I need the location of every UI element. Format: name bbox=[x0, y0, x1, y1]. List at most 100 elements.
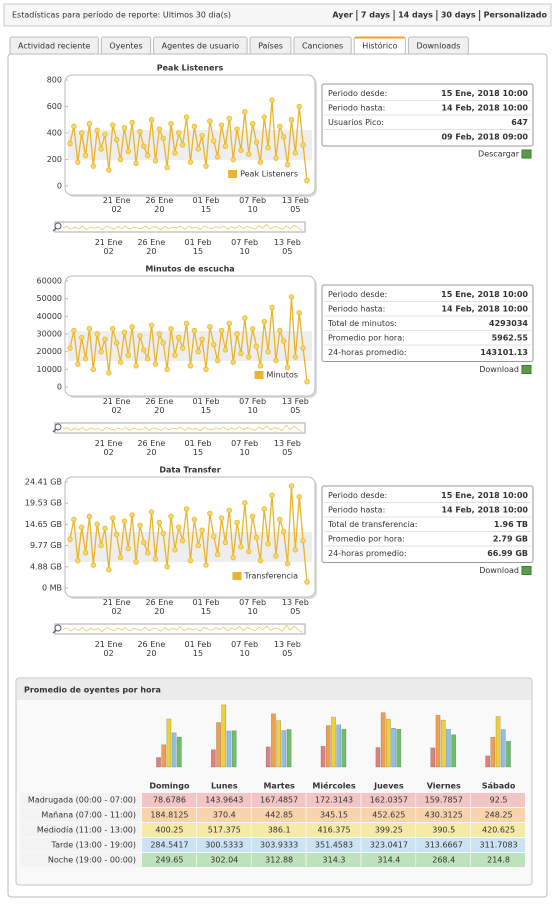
tab-label[interactable]: Países bbox=[258, 42, 283, 51]
data-point bbox=[284, 364, 291, 371]
bar bbox=[221, 704, 227, 768]
legend-label: Minutos bbox=[267, 371, 298, 380]
data-point bbox=[117, 554, 124, 561]
data-point bbox=[164, 366, 170, 373]
data-point bbox=[71, 123, 77, 130]
data-point bbox=[129, 119, 135, 126]
zoom-icon[interactable] bbox=[54, 423, 62, 431]
data-point bbox=[129, 324, 135, 330]
data-point bbox=[75, 159, 81, 165]
data-point bbox=[164, 164, 170, 171]
range-link[interactable]: Ayer bbox=[332, 11, 353, 20]
bar bbox=[375, 747, 381, 768]
info-label: Periodo hasta: bbox=[328, 505, 385, 514]
y-tick-label: 800 bbox=[47, 76, 62, 85]
data-point bbox=[292, 547, 299, 553]
nav-tick-label: 01 Feb 15 bbox=[185, 640, 212, 658]
data-point bbox=[191, 327, 198, 334]
data-point bbox=[71, 327, 77, 334]
data-point bbox=[226, 320, 232, 327]
data-point bbox=[86, 513, 93, 520]
zoom-icon[interactable] bbox=[54, 222, 62, 230]
info-label: 24-horas promedio: bbox=[328, 549, 407, 558]
data-point bbox=[113, 531, 120, 538]
bar bbox=[380, 712, 386, 768]
tab-label[interactable]: Downloads bbox=[416, 42, 460, 51]
data-point bbox=[90, 163, 97, 169]
bar bbox=[226, 730, 232, 768]
data-point bbox=[292, 150, 299, 156]
bar bbox=[446, 729, 451, 768]
zoom-icon-handle bbox=[52, 228, 57, 232]
download-icon[interactable] bbox=[521, 149, 532, 159]
data-point bbox=[304, 579, 310, 585]
data-point bbox=[110, 326, 116, 332]
tab[interactable] bbox=[407, 36, 469, 55]
nav-tick-label: 07 Feb 10 bbox=[231, 640, 258, 658]
info-label: 24-horas promedio: bbox=[328, 348, 407, 357]
info-value: 5962.55 bbox=[492, 333, 529, 342]
data-point bbox=[273, 553, 279, 559]
tab[interactable] bbox=[293, 36, 352, 55]
bar bbox=[156, 757, 161, 768]
info-value: 09 Feb, 2018 09:00 bbox=[441, 132, 528, 141]
bar bbox=[325, 725, 331, 768]
cell-tint bbox=[196, 793, 251, 807]
cell-value: 430.3125 bbox=[425, 811, 463, 820]
data-point bbox=[113, 136, 120, 143]
cell-tint bbox=[142, 823, 196, 837]
data-point bbox=[195, 146, 201, 152]
data-point bbox=[277, 327, 283, 334]
y-tick-label: 19.53 GB bbox=[25, 499, 62, 508]
download-link[interactable]: Download bbox=[479, 566, 519, 575]
chart-title: Peak Listeners bbox=[157, 64, 224, 73]
data-point bbox=[86, 326, 93, 332]
data-point bbox=[160, 135, 166, 141]
data-point bbox=[296, 310, 302, 316]
navigator bbox=[54, 422, 306, 434]
cell-value: 323.0417 bbox=[370, 841, 408, 850]
download-icon[interactable] bbox=[521, 365, 532, 374]
x-tick-label: 21 Ene 02 bbox=[103, 397, 131, 415]
zoom-icon[interactable] bbox=[54, 624, 62, 632]
tab-label[interactable]: Actividad reciente bbox=[18, 42, 90, 51]
data-point bbox=[125, 352, 131, 358]
download-icon[interactable] bbox=[521, 566, 532, 575]
cell-value: 78.6786 bbox=[153, 796, 186, 805]
data-point bbox=[277, 123, 283, 130]
x-tick-label: 07 Feb 10 bbox=[239, 598, 266, 616]
data-point bbox=[133, 559, 139, 565]
data-point bbox=[242, 315, 248, 321]
data-point bbox=[148, 509, 155, 515]
data-point bbox=[207, 324, 213, 330]
range-link[interactable]: 14 days bbox=[398, 11, 433, 20]
data-point bbox=[176, 130, 182, 136]
download-link[interactable]: Download bbox=[479, 365, 519, 374]
data-point bbox=[164, 564, 170, 570]
cell-tint bbox=[251, 823, 306, 837]
x-tick-label: 26 Ene 20 bbox=[145, 397, 173, 415]
cell-value: 400.25 bbox=[155, 826, 183, 835]
range-link[interactable]: 7 days bbox=[361, 11, 390, 20]
tab-label[interactable]: Histórico bbox=[362, 41, 397, 51]
tab[interactable] bbox=[249, 36, 292, 55]
range-link[interactable]: Personalizado bbox=[484, 11, 548, 20]
bar bbox=[506, 740, 511, 768]
tab-label[interactable]: Agentes de usuario bbox=[162, 42, 240, 51]
data-point bbox=[214, 357, 221, 364]
tab-label[interactable]: Oyentes bbox=[109, 42, 142, 51]
tab[interactable] bbox=[153, 36, 248, 55]
row-label-bg bbox=[20, 838, 141, 852]
tab-label[interactable]: Canciones bbox=[302, 42, 343, 51]
tab[interactable] bbox=[100, 36, 152, 55]
info-value: 14 Feb, 2018 10:00 bbox=[441, 304, 528, 313]
data-point bbox=[249, 326, 256, 332]
row-label-bg bbox=[20, 793, 141, 807]
download-link[interactable]: Descargar bbox=[478, 150, 520, 159]
data-point bbox=[230, 156, 236, 163]
cell-value: 416.375 bbox=[317, 826, 350, 835]
tab[interactable] bbox=[9, 36, 99, 55]
y-tick-label: 14.65 GB bbox=[25, 520, 62, 529]
cell-tint bbox=[361, 838, 416, 852]
range-link[interactable]: 30 days bbox=[441, 11, 476, 20]
